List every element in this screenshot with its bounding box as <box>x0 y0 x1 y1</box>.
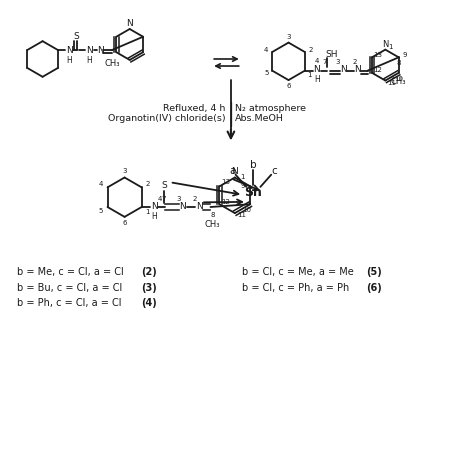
Text: 1: 1 <box>389 44 393 50</box>
Text: CH₃: CH₃ <box>391 77 407 86</box>
Text: a: a <box>229 166 236 176</box>
Text: 8: 8 <box>396 61 401 66</box>
Text: 6: 6 <box>122 220 127 227</box>
Text: 9: 9 <box>241 183 246 190</box>
Text: b = Bu, c = Cl, a = Cl: b = Bu, c = Cl, a = Cl <box>17 283 122 292</box>
Text: N: N <box>151 201 158 210</box>
Text: 1: 1 <box>307 73 312 78</box>
Text: 5: 5 <box>99 208 103 214</box>
Text: (5): (5) <box>366 267 382 277</box>
Text: Refluxed, 4 h: Refluxed, 4 h <box>163 104 225 113</box>
Text: 3: 3 <box>286 34 291 39</box>
Text: b = Cl, c = Ph, a = Ph: b = Cl, c = Ph, a = Ph <box>242 283 349 292</box>
Text: N: N <box>196 201 202 210</box>
Text: 2: 2 <box>308 46 312 53</box>
Text: Abs.MeOH: Abs.MeOH <box>235 114 283 123</box>
Text: 7: 7 <box>162 196 166 201</box>
Text: N: N <box>66 46 73 55</box>
Text: 10: 10 <box>394 76 403 82</box>
Text: CH₃: CH₃ <box>205 220 220 229</box>
Text: 4: 4 <box>264 46 268 53</box>
Text: N: N <box>126 19 133 28</box>
Text: N₂ atmosphere: N₂ atmosphere <box>235 104 306 113</box>
Text: (4): (4) <box>141 298 157 308</box>
Text: 3: 3 <box>122 168 127 174</box>
Text: 2: 2 <box>146 181 150 187</box>
Text: b = Cl, c = Me, a = Me: b = Cl, c = Me, a = Me <box>242 267 354 277</box>
Text: N: N <box>340 65 347 74</box>
Text: 1: 1 <box>240 173 245 180</box>
Text: S: S <box>74 33 80 41</box>
Text: 6: 6 <box>286 83 291 89</box>
Text: Organotin(IV) chloride(s): Organotin(IV) chloride(s) <box>108 114 225 123</box>
Text: 2: 2 <box>352 59 356 65</box>
Text: CH₃: CH₃ <box>104 59 119 68</box>
Text: N: N <box>97 46 103 55</box>
Text: 11: 11 <box>237 212 246 219</box>
Text: (6): (6) <box>366 283 382 292</box>
Text: b = Me, c = Cl, a = Cl: b = Me, c = Cl, a = Cl <box>17 267 124 277</box>
Text: S: S <box>161 182 167 191</box>
Text: 12: 12 <box>221 199 230 205</box>
Text: H: H <box>66 56 72 65</box>
Text: 3: 3 <box>336 59 340 65</box>
Text: N: N <box>86 46 93 55</box>
Text: N: N <box>355 65 361 74</box>
Text: Sn: Sn <box>245 186 262 199</box>
Text: 4: 4 <box>99 181 103 187</box>
Text: b: b <box>250 160 257 170</box>
Text: 4: 4 <box>315 58 319 64</box>
Text: N: N <box>231 167 238 176</box>
Text: H: H <box>151 212 157 221</box>
Text: 2: 2 <box>192 196 197 201</box>
Text: 4: 4 <box>158 196 162 201</box>
Text: 1: 1 <box>145 209 149 215</box>
Text: 12: 12 <box>374 67 383 73</box>
Text: b = Ph, c = Cl, a = Cl: b = Ph, c = Cl, a = Cl <box>17 298 121 308</box>
Text: N: N <box>180 201 186 210</box>
Text: 3: 3 <box>177 196 182 201</box>
Text: 11: 11 <box>387 80 396 86</box>
Text: N: N <box>314 65 320 74</box>
Text: 8: 8 <box>210 212 215 219</box>
Text: H: H <box>314 74 320 83</box>
Text: 5: 5 <box>264 70 268 76</box>
Text: H: H <box>87 56 92 65</box>
Text: 13: 13 <box>373 52 382 58</box>
Text: (2): (2) <box>141 267 157 277</box>
Text: 13: 13 <box>221 179 230 185</box>
Text: 10: 10 <box>242 207 251 213</box>
Text: SH: SH <box>326 50 338 59</box>
Text: 9: 9 <box>402 52 407 58</box>
Text: N: N <box>382 39 389 48</box>
Text: (3): (3) <box>141 283 157 292</box>
Text: c: c <box>272 166 277 176</box>
Text: 7: 7 <box>323 59 327 65</box>
